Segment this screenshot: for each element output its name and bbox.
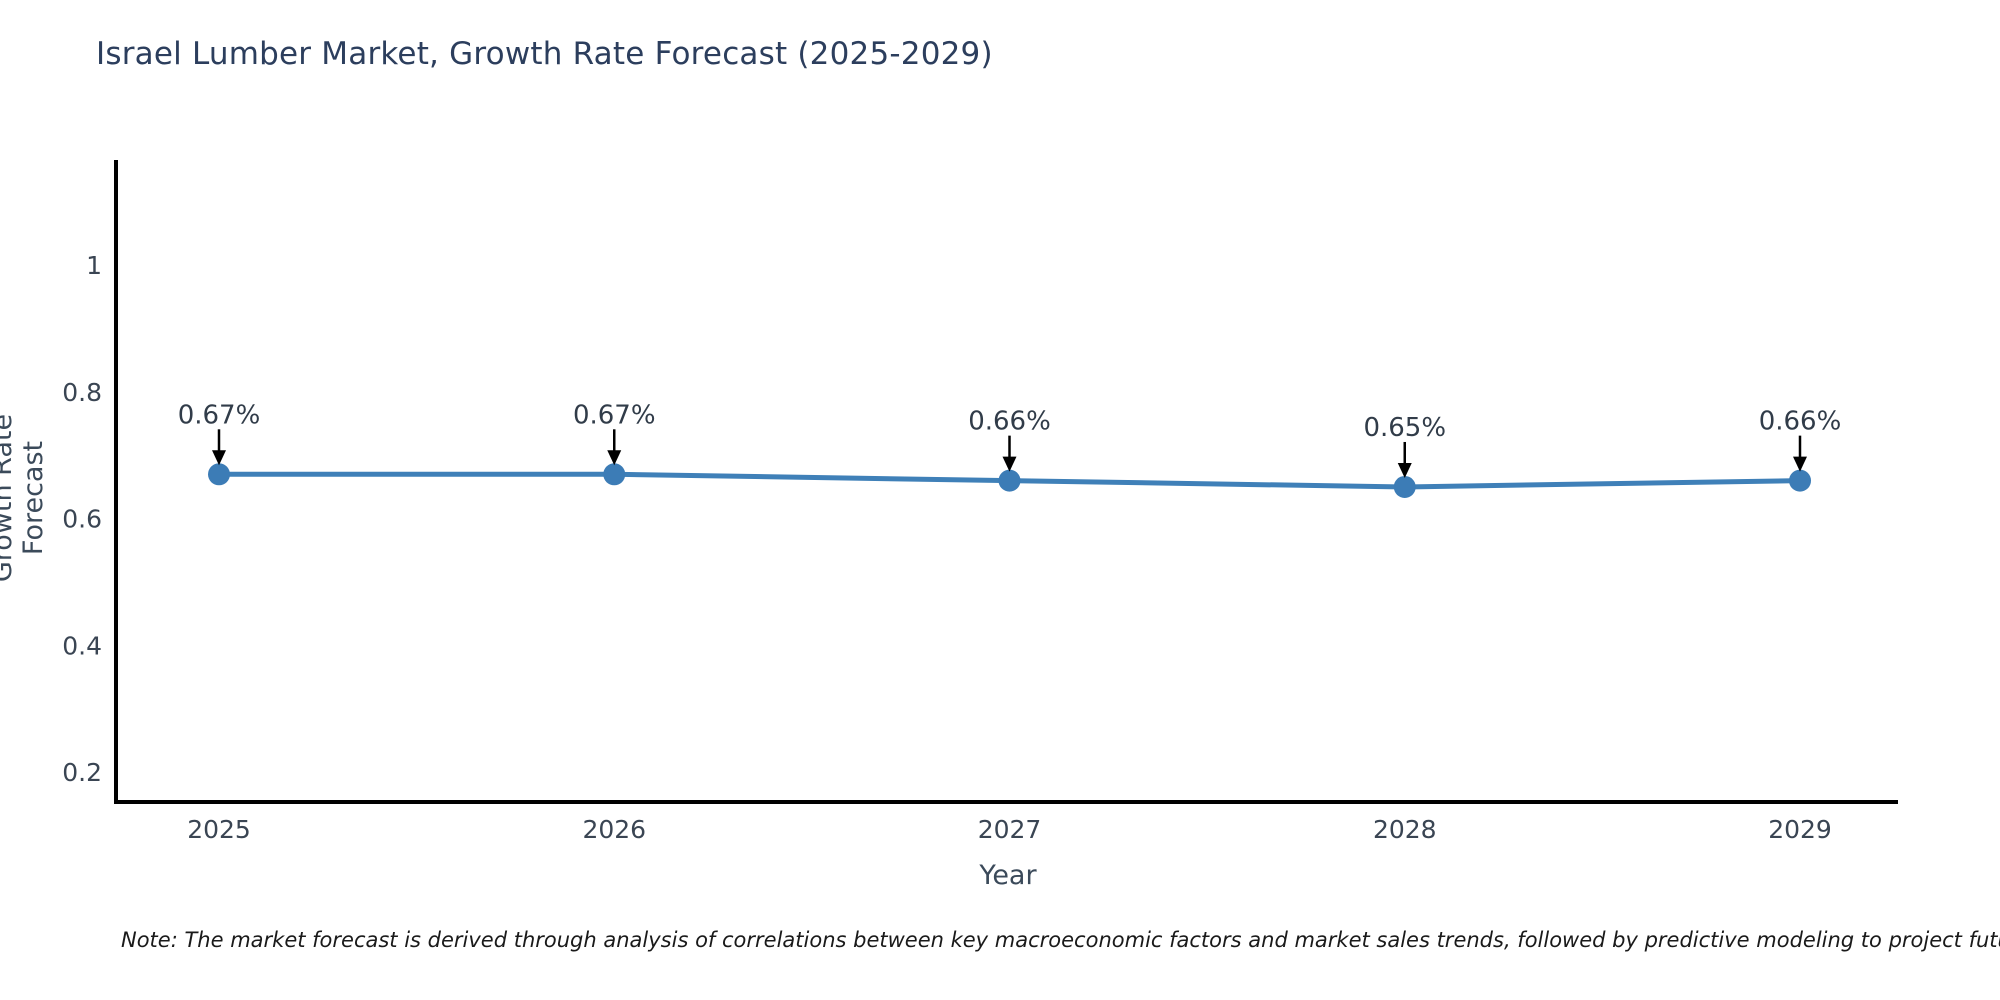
y-axis-spine: [114, 160, 118, 804]
point-annotation: 0.65%: [1363, 413, 1446, 443]
x-tick-label: 2025: [187, 815, 251, 844]
point-annotation: 0.67%: [573, 400, 656, 430]
point-annotation: 0.66%: [1759, 407, 1842, 437]
chart-title: Israel Lumber Market, Growth Rate Foreca…: [96, 36, 993, 72]
point-annotation: 0.67%: [178, 400, 261, 430]
data-point: [603, 463, 626, 486]
x-tick-label: 2029: [1768, 815, 1832, 844]
footnote: Note: The market forecast is derived thr…: [121, 928, 2000, 952]
point-annotation: 0.66%: [968, 407, 1051, 437]
annotation-arrow-head: [1002, 456, 1017, 472]
annotation-arrow-head: [212, 450, 226, 466]
x-axis-label: Year: [979, 860, 1037, 891]
x-tick-label: 2028: [1373, 815, 1437, 844]
y-tick-label: 0.4: [62, 631, 102, 660]
data-point: [998, 469, 1021, 492]
x-tick-label: 2027: [978, 815, 1042, 844]
y-tick-label: 1: [86, 251, 102, 280]
x-tick-label: 2026: [582, 815, 646, 844]
annotation-arrow-head: [1793, 456, 1807, 472]
annotation-arrow-head: [1397, 462, 1412, 478]
y-tick-label: 0.2: [62, 758, 102, 787]
data-point: [208, 463, 230, 486]
data-point: [1393, 475, 1416, 498]
data-point: [1789, 469, 1811, 492]
y-axis-label: Growth Rate Forecast: [0, 413, 49, 583]
annotation-arrow-head: [607, 450, 622, 466]
x-axis-spine: [114, 800, 1898, 804]
y-tick-label: 0.6: [62, 505, 102, 534]
y-tick-label: 0.8: [62, 378, 102, 407]
